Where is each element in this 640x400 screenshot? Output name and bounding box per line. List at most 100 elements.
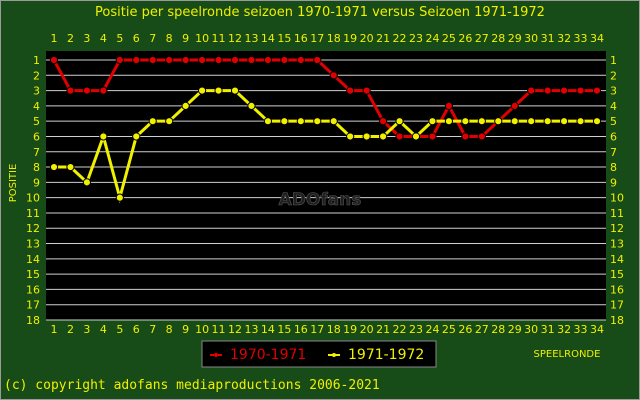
- legend: 1970-1971 1971-1972: [210, 347, 424, 363]
- data-point: [82, 86, 92, 95]
- y-tick-label: 9: [610, 176, 617, 189]
- x-tick-label: 8: [166, 323, 173, 336]
- x-tick-label: 22: [393, 32, 407, 45]
- data-point: [296, 117, 305, 126]
- x-tick-label: 3: [83, 32, 90, 45]
- plot-area: [46, 51, 606, 320]
- data-point: [49, 162, 59, 172]
- data-point: [461, 132, 470, 141]
- data-point: [346, 132, 355, 141]
- data-point: [411, 132, 421, 141]
- y-tick-label: 9: [33, 176, 40, 189]
- x-tick-label: 11: [212, 32, 226, 45]
- x-tick-label: 14: [261, 323, 275, 336]
- x-tick-label: 29: [508, 32, 522, 45]
- data-point: [115, 193, 124, 202]
- x-tick-label: 9: [182, 323, 189, 336]
- x-tick-label: 25: [442, 323, 456, 336]
- data-point: [378, 132, 388, 141]
- data-point: [329, 117, 338, 126]
- data-point: [82, 178, 92, 187]
- y-tick-label: 17: [26, 299, 40, 312]
- data-point: [362, 86, 371, 95]
- y-tick-label: 18: [26, 314, 40, 327]
- x-tick-label: 21: [376, 32, 390, 45]
- x-tick-label: 29: [508, 323, 522, 336]
- x-tick-label: 18: [327, 32, 341, 45]
- data-point: [214, 55, 223, 65]
- x-tick-label: 9: [182, 32, 189, 45]
- x-tick-label: 2: [67, 32, 74, 45]
- y-tick-label: 10: [26, 192, 40, 205]
- y-tick-label: 15: [26, 268, 40, 281]
- watermark: ADOfans: [279, 190, 362, 210]
- data-point: [461, 117, 470, 126]
- data-point: [395, 132, 404, 141]
- y-tick-label: 10: [610, 192, 624, 205]
- x-tick-labels-top: 1 2 3 4 5 6 7 8 9 10 11 12 13 14 15 16 17 18 19 20 21 22 23 24 2…: [51, 32, 605, 45]
- y-tick-label: 1: [610, 54, 617, 67]
- data-point: [346, 86, 355, 95]
- data-point: [132, 132, 141, 141]
- data-point: [263, 117, 273, 126]
- x-tick-label: 20: [360, 323, 374, 336]
- y-tick-label: 6: [610, 130, 617, 143]
- x-tick-label: 12: [228, 32, 242, 45]
- y-axis-label: POSITIE: [8, 164, 19, 203]
- data-point: [559, 86, 569, 95]
- y-tick-label: 2: [610, 69, 617, 82]
- x-tick-label: 24: [425, 323, 439, 336]
- data-point: [362, 132, 371, 141]
- legend-label: 1970-1971: [230, 347, 306, 363]
- y-tick-label: 11: [610, 207, 624, 220]
- x-tick-label: 5: [116, 32, 123, 45]
- x-tick-label: 28: [491, 323, 505, 336]
- legend-item: 1970-1971: [210, 347, 306, 363]
- y-tick-label: 16: [610, 283, 624, 296]
- data-point: [477, 132, 486, 141]
- x-tick-label: 3: [83, 323, 90, 336]
- x-tick-label: 32: [557, 323, 571, 336]
- data-point: [49, 55, 59, 65]
- series-1971-1972: [49, 86, 602, 204]
- legend-marker: [332, 353, 336, 357]
- x-tick-label: 23: [409, 32, 423, 45]
- data-point: [230, 55, 240, 65]
- x-tick-label: 6: [133, 32, 140, 45]
- x-tick-label: 19: [343, 323, 357, 336]
- x-tick-label: 2: [67, 323, 74, 336]
- x-tick-label: 1: [51, 32, 58, 45]
- x-tick-label: 34: [590, 32, 604, 45]
- data-point: [576, 117, 585, 126]
- data-point: [477, 117, 486, 126]
- x-tick-label: 6: [133, 323, 140, 336]
- legend-item: 1971-1972: [328, 347, 424, 363]
- data-point: [247, 55, 256, 65]
- data-point: [99, 132, 108, 141]
- y-tick-label: 4: [33, 100, 40, 113]
- x-tick-label: 5: [116, 323, 123, 336]
- data-point: [313, 117, 322, 126]
- data-point: [313, 55, 322, 65]
- y-tick-label: 7: [33, 146, 40, 159]
- x-tick-label: 16: [294, 32, 308, 45]
- x-tick-label: 10: [195, 32, 209, 45]
- y-tick-label: 5: [33, 115, 40, 128]
- y-tick-label: 16: [26, 283, 40, 296]
- y-tick-label: 18: [610, 314, 624, 327]
- data-point: [444, 117, 454, 126]
- series-layer: [49, 55, 602, 204]
- y-tick-label: 5: [610, 115, 617, 128]
- data-point: [197, 86, 207, 95]
- data-point: [280, 55, 289, 65]
- data-point: [263, 55, 273, 65]
- x-tick-label: 17: [310, 323, 324, 336]
- series-1970-1971: [49, 55, 602, 141]
- data-point: [576, 86, 585, 95]
- y-tick-label: 13: [26, 238, 40, 251]
- data-point: [181, 101, 190, 110]
- y-tick-label: 14: [610, 253, 624, 266]
- x-tick-label: 19: [343, 32, 357, 45]
